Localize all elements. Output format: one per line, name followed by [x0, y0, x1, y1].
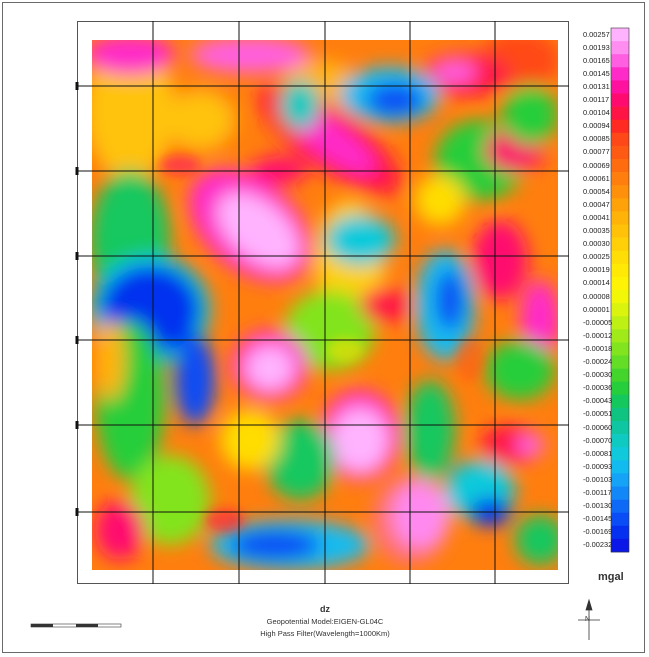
- scale-bar: [30, 623, 122, 628]
- legend-value-label: -0.00130: [583, 501, 613, 511]
- legend-swatch: [611, 499, 629, 513]
- legend-swatch: [611, 132, 629, 147]
- legend-swatch: [611, 355, 629, 369]
- legend-swatch: [611, 119, 629, 134]
- legend-swatch: [611, 67, 629, 81]
- legend-swatch: [611, 447, 629, 461]
- legend-value-label: 0.00019: [583, 265, 610, 275]
- legend-value-label: -0.00145: [583, 514, 613, 524]
- legend-value-label: -0.00018: [583, 343, 613, 353]
- legend-swatch: [611, 250, 629, 265]
- legend-swatch: [611, 93, 629, 107]
- legend-value-label: -0.00030: [583, 370, 613, 380]
- legend-value-label: 0.00035: [583, 226, 610, 236]
- legend-value-label: 0.00117: [583, 95, 610, 105]
- legend-value-label: 0.00014: [583, 278, 610, 288]
- legend-value-label: 0.00145: [583, 68, 610, 78]
- legend-value-label: 0.00001: [583, 304, 610, 314]
- legend-value-label: -0.00232: [583, 540, 613, 550]
- legend-swatch: [611, 486, 629, 500]
- legend-value-label: -0.00103: [583, 474, 613, 484]
- legend-swatch: [611, 54, 629, 68]
- legend-value-label: 0.00030: [583, 239, 610, 249]
- legend-value-label: -0.00081: [583, 448, 613, 458]
- legend-value-label: 0.00025: [583, 252, 610, 262]
- legend-swatch: [611, 538, 629, 553]
- legend-value-label: -0.00117: [583, 488, 612, 498]
- legend-value-label: 0.00165: [583, 55, 610, 65]
- legend-swatch: [611, 237, 629, 251]
- legend-value-label: -0.00060: [583, 422, 613, 432]
- north-arrow-icon: [578, 598, 600, 640]
- legend-value-label: 0.00104: [583, 108, 610, 118]
- legend-swatch: [611, 460, 629, 474]
- legend-swatch: [611, 211, 629, 225]
- filter-caption: High Pass Filter(Wavelength=1000Km): [260, 629, 390, 638]
- legend-value-label: 0.00257: [583, 29, 610, 39]
- legend-value-label: -0.00051: [583, 409, 613, 419]
- legend-swatch: [611, 368, 629, 382]
- legend-value-label: 0.00094: [583, 121, 610, 131]
- legend-value-label: 0.00069: [583, 160, 610, 170]
- legend-value-label: -0.00043: [583, 396, 613, 406]
- legend-swatch: [611, 263, 629, 278]
- legend-value-label: -0.00012: [583, 330, 613, 340]
- legend-value-label: 0.00041: [583, 212, 610, 222]
- legend-swatch: [611, 28, 629, 42]
- legend-swatch: [611, 525, 629, 540]
- variable-title: dz: [320, 604, 330, 614]
- legend-value-label: 0.00193: [583, 42, 610, 52]
- legend-swatch: [611, 185, 629, 199]
- graticule: [77, 21, 569, 584]
- legend-swatch: [611, 145, 629, 160]
- legend-swatch: [611, 473, 629, 487]
- legend-swatch: [611, 80, 629, 94]
- legend-swatch: [611, 303, 629, 317]
- legend-value-label: -0.00169: [583, 527, 613, 537]
- unit-label: mgal: [598, 571, 624, 583]
- legend-value-label: -0.00093: [583, 461, 613, 471]
- legend-swatch: [611, 381, 629, 396]
- legend-value-label: -0.00005: [583, 317, 613, 327]
- legend-value-label: 0.00008: [583, 291, 610, 301]
- legend-value-label: 0.00061: [583, 173, 610, 183]
- legend-swatch: [611, 421, 629, 435]
- legend-swatch: [611, 106, 629, 120]
- legend-swatch: [611, 172, 629, 186]
- legend-color-bar: [610, 27, 630, 553]
- legend-swatch: [611, 394, 629, 409]
- legend-swatch: [611, 342, 629, 356]
- legend-value-label: -0.00036: [583, 383, 613, 393]
- legend-value-label: 0.00131: [583, 81, 610, 91]
- north-label: N: [585, 616, 591, 623]
- legend-value-label: 0.00077: [583, 147, 610, 157]
- legend-swatch: [611, 407, 629, 422]
- legend-swatch: [611, 224, 629, 238]
- legend-swatch: [611, 316, 629, 330]
- legend-value-label: 0.00054: [583, 186, 610, 196]
- legend-swatch: [611, 329, 629, 343]
- legend-value-label: 0.00085: [583, 134, 610, 144]
- model-caption: Geopotential Model:EIGEN-GL04C: [266, 617, 384, 626]
- legend-swatch: [611, 290, 629, 304]
- legend-swatch: [611, 41, 629, 55]
- legend-value-label: -0.00070: [583, 435, 613, 445]
- legend-value-label: -0.00024: [583, 357, 613, 367]
- legend-swatch: [611, 198, 629, 212]
- legend-swatch: [611, 434, 629, 448]
- legend-value-label: 0.00047: [583, 199, 610, 209]
- legend-swatch: [611, 159, 629, 173]
- legend-swatch: [611, 512, 629, 527]
- legend-swatch: [611, 276, 629, 291]
